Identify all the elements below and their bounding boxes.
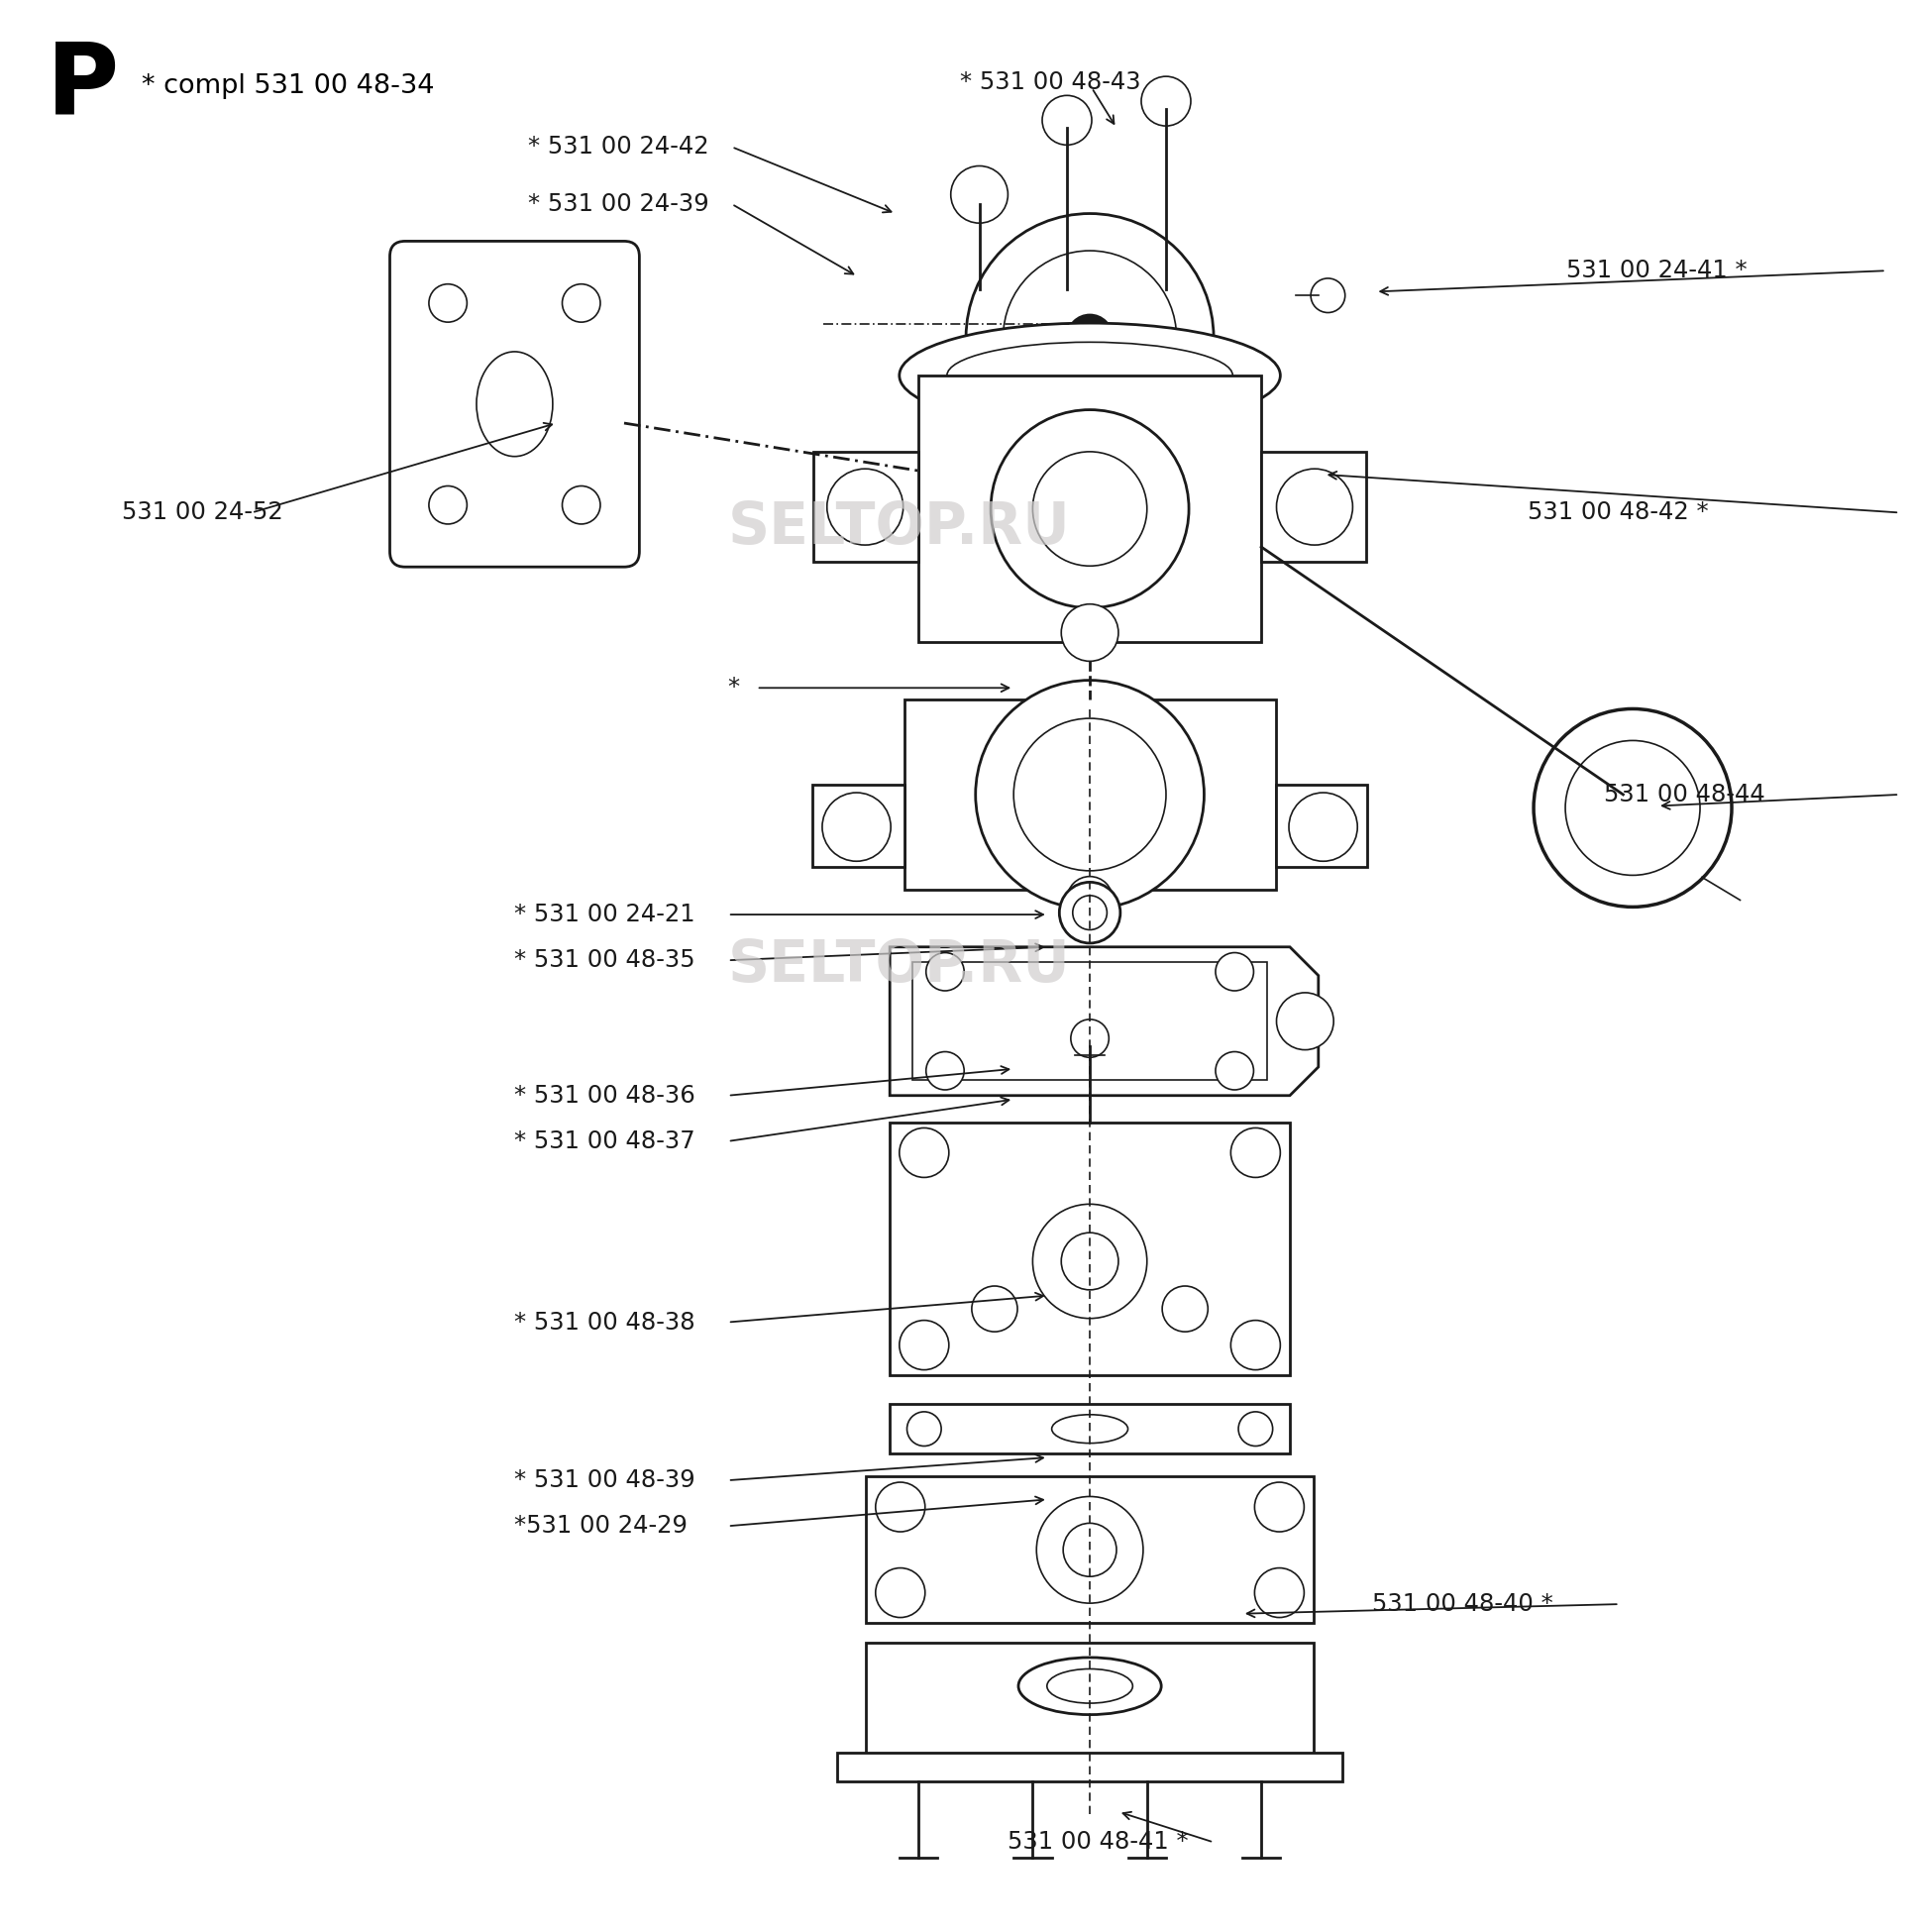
Text: * 531 00 48-35: * 531 00 48-35 <box>514 949 696 972</box>
Circle shape <box>1254 1569 1304 1617</box>
Circle shape <box>1063 1522 1117 1577</box>
Circle shape <box>971 1287 1017 1331</box>
Circle shape <box>1061 605 1119 661</box>
Text: *531 00 24-29: *531 00 24-29 <box>514 1515 688 1538</box>
Text: 531 00 48-40 *: 531 00 48-40 * <box>1371 1592 1553 1615</box>
Circle shape <box>1564 740 1700 875</box>
Circle shape <box>906 1412 941 1445</box>
Circle shape <box>1032 452 1147 566</box>
Circle shape <box>1310 278 1344 313</box>
Polygon shape <box>813 452 918 562</box>
Text: 531 00 48-44: 531 00 48-44 <box>1604 782 1765 806</box>
Text: * 531 00 48-37: * 531 00 48-37 <box>514 1130 696 1153</box>
Circle shape <box>1002 251 1176 423</box>
Circle shape <box>1214 952 1252 991</box>
Polygon shape <box>889 947 1317 1095</box>
Text: * 531 00 24-42: * 531 00 24-42 <box>528 135 709 158</box>
Circle shape <box>1141 77 1189 126</box>
Ellipse shape <box>1046 1669 1132 1704</box>
Circle shape <box>1067 877 1113 922</box>
Polygon shape <box>918 375 1260 641</box>
Circle shape <box>1237 1412 1271 1445</box>
Circle shape <box>925 952 964 991</box>
Circle shape <box>899 1128 948 1177</box>
Circle shape <box>876 1569 925 1617</box>
Circle shape <box>562 284 600 323</box>
Circle shape <box>1061 1233 1119 1291</box>
Text: * compl 531 00 48-34: * compl 531 00 48-34 <box>141 73 434 99</box>
Circle shape <box>1289 792 1358 862</box>
Circle shape <box>1073 896 1107 929</box>
Text: SELTOP.RU: SELTOP.RU <box>728 937 1071 995</box>
Circle shape <box>1042 95 1092 145</box>
Circle shape <box>1032 1204 1147 1318</box>
Polygon shape <box>912 962 1266 1080</box>
Circle shape <box>1275 993 1333 1049</box>
Text: 531 00 24-52: 531 00 24-52 <box>122 500 283 524</box>
Polygon shape <box>1260 452 1365 562</box>
Text: * 531 00 24-39: * 531 00 24-39 <box>528 191 709 216</box>
Circle shape <box>822 792 891 862</box>
Circle shape <box>925 1051 964 1090</box>
Text: *: * <box>728 676 740 699</box>
Circle shape <box>1254 1482 1304 1532</box>
Circle shape <box>990 410 1187 609</box>
Circle shape <box>1162 1287 1206 1331</box>
Circle shape <box>826 469 902 545</box>
Circle shape <box>1275 469 1352 545</box>
Ellipse shape <box>1052 1414 1128 1443</box>
Circle shape <box>1214 1051 1252 1090</box>
Text: * 531 00 24-21: * 531 00 24-21 <box>514 902 696 927</box>
Text: 531 00 24-41 *: 531 00 24-41 * <box>1566 259 1746 282</box>
Ellipse shape <box>476 352 553 456</box>
Polygon shape <box>1275 784 1367 867</box>
Circle shape <box>966 214 1212 462</box>
Circle shape <box>1013 719 1166 871</box>
Circle shape <box>899 1320 948 1370</box>
Ellipse shape <box>1017 1658 1161 1714</box>
Text: * 531 00 48-36: * 531 00 48-36 <box>514 1084 696 1107</box>
Polygon shape <box>837 1752 1342 1781</box>
Circle shape <box>1229 1128 1279 1177</box>
Polygon shape <box>813 784 904 867</box>
Ellipse shape <box>899 323 1279 427</box>
Text: * 531 00 48-43: * 531 00 48-43 <box>960 70 1141 95</box>
Text: 531 00 48-42 *: 531 00 48-42 * <box>1528 500 1707 524</box>
Circle shape <box>950 166 1008 222</box>
Circle shape <box>1071 1020 1109 1057</box>
Circle shape <box>428 487 467 524</box>
Circle shape <box>1059 883 1120 943</box>
Polygon shape <box>889 1122 1289 1376</box>
Text: SELTOP.RU: SELTOP.RU <box>728 500 1071 556</box>
Ellipse shape <box>946 342 1231 410</box>
Circle shape <box>1036 1497 1143 1604</box>
Circle shape <box>428 284 467 323</box>
Text: * 531 00 48-38: * 531 00 48-38 <box>514 1310 696 1335</box>
Circle shape <box>1229 1320 1279 1370</box>
Circle shape <box>562 487 600 524</box>
Polygon shape <box>889 1405 1289 1453</box>
Text: * 531 00 48-39: * 531 00 48-39 <box>514 1468 696 1492</box>
Text: P: P <box>46 39 119 133</box>
Text: 531 00 48-41 *: 531 00 48-41 * <box>1008 1830 1187 1855</box>
Circle shape <box>1067 315 1113 359</box>
Circle shape <box>876 1482 925 1532</box>
FancyBboxPatch shape <box>390 242 639 566</box>
Circle shape <box>1533 709 1730 906</box>
Polygon shape <box>904 699 1275 891</box>
Circle shape <box>975 680 1203 908</box>
Polygon shape <box>866 1642 1314 1762</box>
Polygon shape <box>866 1476 1314 1623</box>
